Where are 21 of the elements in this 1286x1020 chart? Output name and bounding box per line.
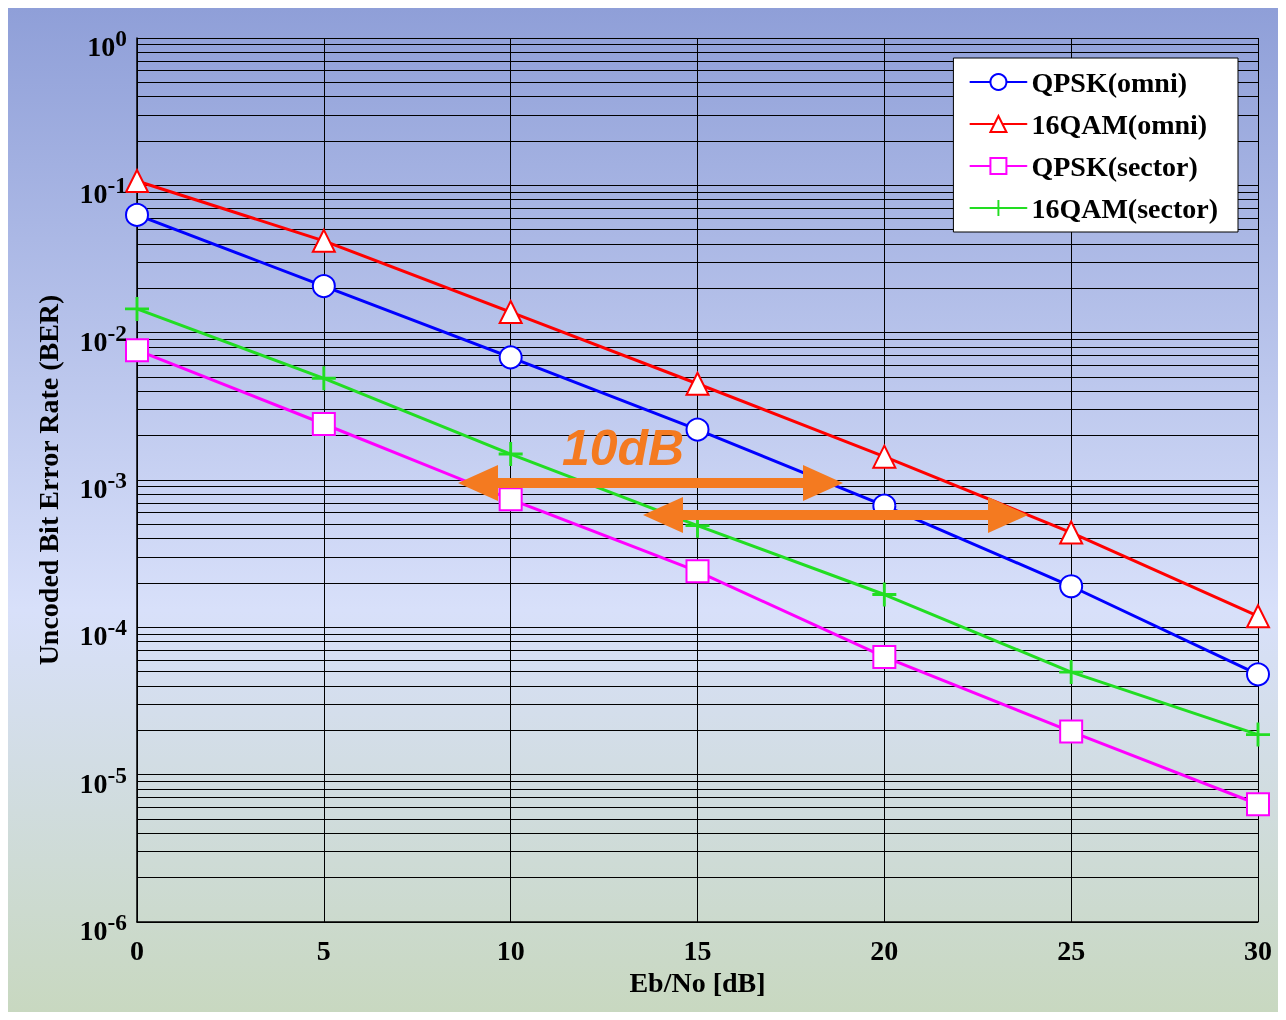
x-tick-label: 20 bbox=[870, 934, 899, 966]
x-tick-label: 10 bbox=[496, 934, 525, 966]
y-tick-label: 10$^{0}$ bbox=[87, 24, 127, 64]
legend-label: QPSK(omni) bbox=[1031, 66, 1187, 98]
x-tick-label: 15 bbox=[683, 934, 712, 966]
legend-label: 16QAM(sector) bbox=[1031, 192, 1219, 224]
y-tick-label: 10$^{-4}$ bbox=[79, 613, 127, 653]
annotation: 10dB bbox=[561, 420, 685, 476]
x-tick-label: 0 bbox=[130, 934, 144, 966]
y-tick-label: 10$^{-1}$ bbox=[79, 171, 127, 211]
x-tick-label: 30 bbox=[1244, 934, 1272, 966]
y-tick-label: 10$^{-6}$ bbox=[79, 908, 127, 948]
x-tick-label: 25 bbox=[1057, 934, 1086, 966]
y-tick-label: 10$^{-3}$ bbox=[79, 466, 127, 506]
legend-label: QPSK(sector) bbox=[1031, 150, 1198, 182]
x-axis-title: Eb/No [dB] bbox=[629, 967, 766, 999]
y-axis-title: Uncoded Bit Error Rate (BER) bbox=[32, 294, 64, 666]
legend-label: 16QAM(omni) bbox=[1031, 108, 1208, 140]
x-tick-label: 5 bbox=[316, 934, 331, 966]
y-tick-label: 10$^{-5}$ bbox=[79, 760, 127, 800]
y-tick-label: 10$^{-2}$ bbox=[79, 318, 127, 358]
